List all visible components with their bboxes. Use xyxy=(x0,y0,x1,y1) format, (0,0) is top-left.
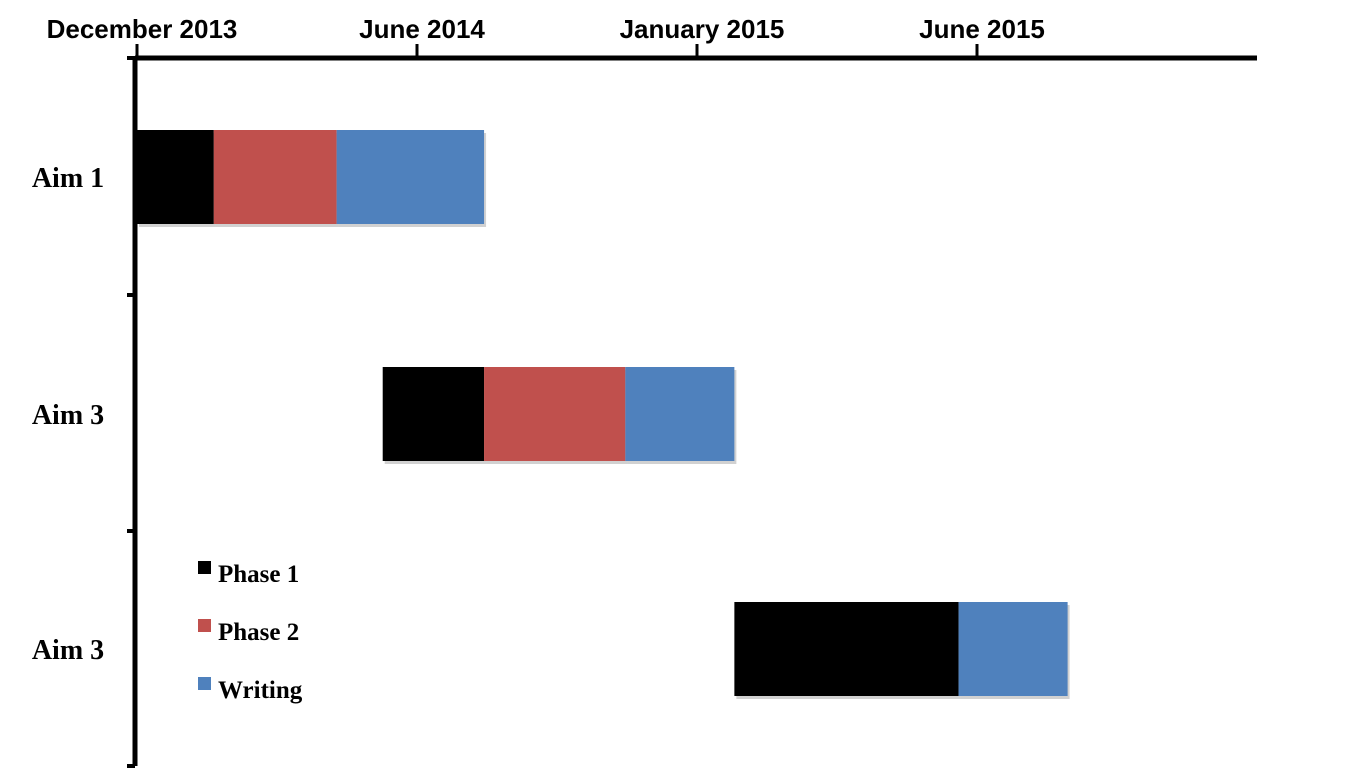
bar-phase-1 xyxy=(734,602,959,696)
row-label: Aim 3 xyxy=(32,400,104,431)
bar-writing xyxy=(336,130,485,224)
legend-label: Writing xyxy=(218,677,303,704)
bar-phase-2 xyxy=(484,367,626,461)
legend-swatch xyxy=(198,677,211,690)
row-axis-ticks xyxy=(127,56,135,768)
legend: Phase 1 Phase 2 Writing xyxy=(198,561,303,704)
bars-group xyxy=(137,130,1070,699)
row-labels: Aim 1 Aim 3 Aim 3 xyxy=(32,163,104,666)
bar-phase-1 xyxy=(382,367,485,461)
time-tick-label: June 2014 xyxy=(359,14,485,44)
time-tick-label: June 2015 xyxy=(919,14,1045,44)
row-label: Aim 1 xyxy=(32,163,104,194)
bar-phase-2 xyxy=(213,130,337,224)
legend-swatch xyxy=(198,619,211,632)
bar-phase-1 xyxy=(137,130,214,224)
time-tick-label: December 2013 xyxy=(47,14,238,44)
bar-writing xyxy=(625,367,735,461)
row-label: Aim 3 xyxy=(32,635,104,666)
legend-label: Phase 2 xyxy=(218,619,299,646)
time-tick-label: January 2015 xyxy=(620,14,785,44)
time-axis-ticks: December 2013 June 2014 January 2015 June 2… xyxy=(47,14,1045,58)
bar-writing xyxy=(958,602,1068,696)
legend-swatch xyxy=(198,561,211,574)
legend-label: Phase 1 xyxy=(218,561,299,588)
